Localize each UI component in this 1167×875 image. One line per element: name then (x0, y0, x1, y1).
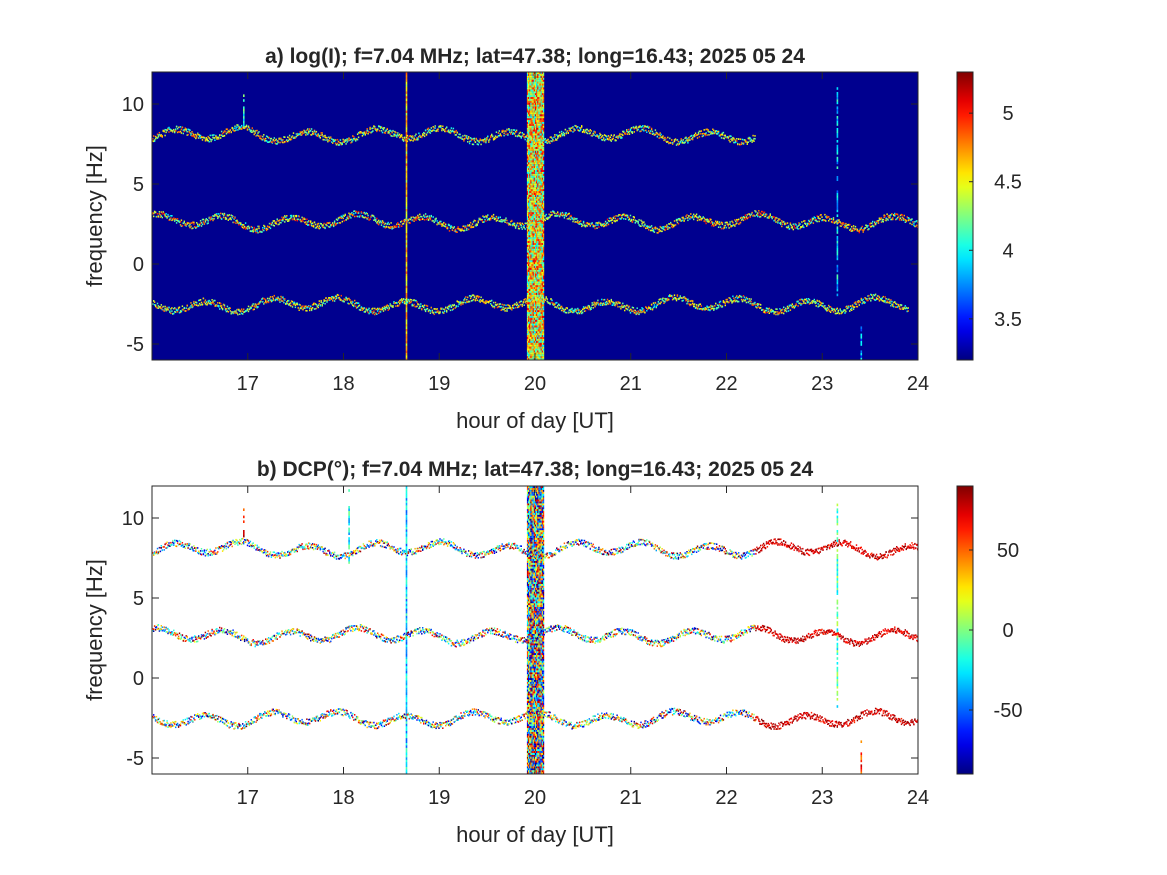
panel-b-xtick-label: 22 (715, 787, 737, 809)
panel-a-feature-short-line (243, 94, 245, 129)
panel-b-xlabel: hour of day [UT] (456, 822, 614, 847)
panel-b-xtick-label: 21 (620, 787, 642, 809)
panel-a: a) log(I); f=7.04 MHz; lat=47.38; long=1… (82, 45, 1022, 433)
panel-a-xtick-label: 18 (332, 373, 354, 395)
panel-a-colorbar-tick-label: 3.5 (994, 309, 1022, 331)
panel-b-xtick-label: 19 (428, 787, 450, 809)
panel-a-ytick-label: 10 (122, 94, 144, 116)
panel-a-trace (152, 293, 909, 316)
panel-a-ytick-label: 0 (133, 254, 144, 276)
panel-a-xtick-label: 23 (811, 373, 833, 395)
panel-b-feature-short-line (860, 740, 863, 774)
panel-b-xtick-label: 23 (811, 787, 833, 809)
panel-a-heatmap (152, 72, 918, 360)
panel-a-trace (152, 210, 918, 234)
panel-a-colorbar-tick-label: 4 (1002, 240, 1013, 262)
panel-a-feature-short-line (860, 326, 863, 360)
panel-a-colorbar: 3.5 4 4.5 5 (956, 71, 1022, 361)
panel-a-xtick-label: 21 (620, 373, 642, 395)
panel-b-xtick-label: 18 (332, 787, 354, 809)
panel-a-colorbar-tick-label: 5 (1002, 103, 1013, 125)
panel-b-ylabel: frequency [Hz] (82, 559, 107, 701)
panel-b-trace (152, 624, 918, 648)
panel-a-xtick-label: 20 (524, 373, 546, 395)
panel-b-colorbar-tick-label: 50 (997, 540, 1019, 562)
panel-b-ytick-label: 10 (122, 508, 144, 530)
panel-b-xtick-label: 17 (237, 787, 259, 809)
panel-b-trace (152, 537, 918, 561)
panel-b-colorbar-tick-label: -50 (994, 700, 1023, 722)
panel-b-xtick-label: 24 (907, 787, 929, 809)
panel-b-ytick-label: 0 (133, 668, 144, 690)
panel-a-ytick-label: 5 (133, 174, 144, 196)
panel-a-feature-short-line (836, 87, 839, 297)
panel-a-colorbar-tick-label: 4.5 (994, 172, 1022, 194)
panel-b-ytick-label: -5 (126, 748, 144, 770)
panel-a-title: a) log(I); f=7.04 MHz; lat=47.38; long=1… (265, 45, 805, 68)
panel-b-feature-thin-line (405, 486, 408, 774)
panel-b-trace (152, 707, 918, 730)
panel-a-feature-broadband-burst (526, 72, 545, 360)
panel-a-colorbar-gradient (957, 72, 973, 360)
panel-a-xtick-label: 24 (907, 373, 929, 395)
panel-a-ylabel: frequency [Hz] (82, 145, 107, 287)
panel-b-feature-short-line (348, 489, 350, 564)
panel-a-trace (152, 124, 756, 147)
panel-a-xtick-label: 17 (237, 373, 259, 395)
panel-b-feature-broadband-burst (526, 486, 545, 774)
panel-a-xtick-label: 22 (715, 373, 737, 395)
panel-b-ytick-label: 5 (133, 588, 144, 610)
panel-a-feature-thin-line (405, 72, 408, 360)
panel-b-feature-short-line (243, 508, 245, 538)
panel-a-xlabel: hour of day [UT] (456, 408, 614, 433)
panel-b-heatmap (152, 486, 918, 774)
panel-a-ytick-label: -5 (126, 334, 144, 356)
panel-b-axes: 17 18 19 20 21 22 23 24 -5 0 5 10 (122, 486, 929, 809)
panel-b-colorbar-tick-label: 0 (1002, 620, 1013, 642)
panel-a-xtick-label: 19 (428, 373, 450, 395)
panel-a-colorbar-frame (956, 71, 974, 361)
panel-b-title: b) DCP(°); f=7.04 MHz; lat=47.38; long=1… (257, 458, 814, 481)
panel-b-xtick-label: 20 (524, 787, 546, 809)
panel-b-colorbar: -50 0 50 (956, 485, 1023, 775)
panel-b: b) DCP(°); f=7.04 MHz; lat=47.38; long=1… (82, 458, 1022, 847)
panel-a-axes: 17 18 19 20 21 22 23 24 -5 0 5 10 (122, 72, 929, 395)
panel-b-feature-short-line (836, 503, 839, 708)
panel-b-colorbar-gradient (957, 486, 973, 774)
